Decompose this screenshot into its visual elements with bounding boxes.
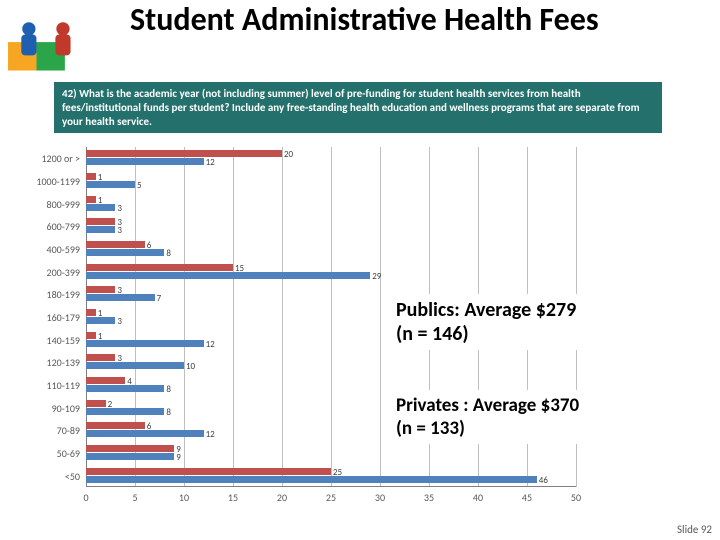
y-category-label: 600-799	[16, 220, 80, 233]
gridline	[233, 147, 234, 487]
bar-series-b	[86, 272, 370, 279]
bar-series-a	[86, 377, 125, 384]
bar-value-label: 3	[117, 316, 122, 327]
bar-series-b	[86, 340, 204, 347]
x-tick-label: 30	[375, 491, 385, 504]
y-category-label: 400-599	[16, 243, 80, 256]
bar-series-b	[86, 204, 115, 211]
x-tick-label: 0	[83, 491, 88, 504]
callout-privates: Privates : Average $370 (n = 133)	[388, 390, 587, 444]
bar-series-a	[86, 173, 96, 180]
slide-number: Slide 92	[677, 523, 712, 536]
bar-value-label: 46	[539, 475, 548, 486]
bar-series-b	[86, 294, 155, 301]
bar-series-b	[86, 430, 204, 437]
y-category-label: 110-119	[16, 379, 80, 392]
bar-value-label: 7	[157, 293, 162, 304]
slide-title: Student Administrative Health Fees	[130, 2, 599, 37]
bar-series-b	[86, 362, 184, 369]
callout-privates-line2: (n = 133)	[396, 417, 579, 440]
x-tick-label: 50	[571, 491, 581, 504]
bar-value-label: 20	[284, 149, 293, 160]
bar-value-label: 10	[186, 361, 195, 372]
y-category-label: 1200 or >	[16, 152, 80, 165]
bar-series-b	[86, 476, 537, 483]
y-category-label: 50-69	[16, 447, 80, 460]
bar-value-label: 3	[117, 225, 122, 236]
x-tick-label: 45	[522, 491, 532, 504]
x-tick-label: 10	[179, 491, 189, 504]
bar-series-a	[86, 422, 145, 429]
bar-series-a	[86, 332, 96, 339]
callout-publics-line2: (n = 146)	[396, 322, 576, 346]
bar-series-b	[86, 453, 174, 460]
y-category-label: 160-179	[16, 311, 80, 324]
gridline	[380, 147, 381, 487]
y-category-label: 70-89	[16, 424, 80, 437]
bar-series-a	[86, 218, 115, 225]
bar-value-label: 9	[176, 452, 181, 463]
bar-value-label: 8	[166, 248, 171, 259]
bar-series-b	[86, 181, 135, 188]
bar-series-a	[86, 264, 233, 271]
y-category-label: 800-999	[16, 198, 80, 211]
callout-privates-line1: Privates : Average $370	[396, 394, 579, 417]
slide-logo	[6, 8, 101, 80]
bar-series-b	[86, 385, 164, 392]
gridline	[331, 147, 332, 487]
x-tick-label: 40	[473, 491, 483, 504]
y-category-label: 180-199	[16, 288, 80, 301]
y-category-label: <50	[16, 470, 80, 483]
bar-series-b	[86, 317, 115, 324]
gridline	[282, 147, 283, 487]
y-category-label: 1000-1199	[16, 175, 80, 188]
bar-value-label: 29	[372, 271, 381, 282]
bar-value-label: 3	[117, 203, 122, 214]
bar-value-label: 8	[166, 384, 171, 395]
callout-publics: Publics: Average $279 (n = 146)	[388, 294, 584, 350]
bar-series-b	[86, 249, 164, 256]
bar-series-a	[86, 445, 174, 452]
bar-series-a	[86, 400, 106, 407]
bar-value-label: 12	[206, 429, 215, 440]
bar-series-a	[86, 196, 96, 203]
bar-series-b	[86, 158, 204, 165]
bar-series-a	[86, 468, 331, 475]
question-box: 42) What is the academic year (not inclu…	[54, 82, 662, 133]
bar-series-a	[86, 241, 145, 248]
x-tick-label: 25	[326, 491, 336, 504]
bar-series-b	[86, 408, 164, 415]
bar-series-a	[86, 150, 282, 157]
x-axis	[86, 486, 576, 487]
bar-series-a	[86, 354, 115, 361]
y-category-label: 120-139	[16, 356, 80, 369]
bar-value-label: 5	[137, 180, 142, 191]
bar-series-a	[86, 309, 96, 316]
x-tick-label: 20	[277, 491, 287, 504]
bar-value-label: 12	[206, 157, 215, 168]
bar-value-label: 12	[206, 339, 215, 350]
bar-value-label: 8	[166, 407, 171, 418]
x-tick-label: 15	[228, 491, 238, 504]
bar-series-b	[86, 226, 115, 233]
y-category-label: 140-159	[16, 334, 80, 347]
bar-series-a	[86, 286, 115, 293]
y-category-label: 200-399	[16, 266, 80, 279]
x-tick-label: 35	[424, 491, 434, 504]
callout-publics-line1: Publics: Average $279	[396, 298, 576, 322]
x-tick-label: 5	[132, 491, 137, 504]
y-category-label: 90-109	[16, 402, 80, 415]
